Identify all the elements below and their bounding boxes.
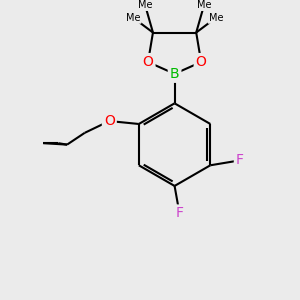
Text: O: O: [142, 55, 154, 69]
Text: B: B: [170, 67, 179, 81]
Text: Me: Me: [126, 13, 140, 23]
Text: O: O: [104, 114, 115, 128]
Text: F: F: [236, 153, 244, 167]
Text: Me: Me: [208, 13, 223, 23]
Text: Me: Me: [138, 0, 152, 10]
Text: F: F: [176, 206, 184, 220]
Text: O: O: [196, 55, 207, 69]
Text: Me: Me: [197, 0, 211, 10]
